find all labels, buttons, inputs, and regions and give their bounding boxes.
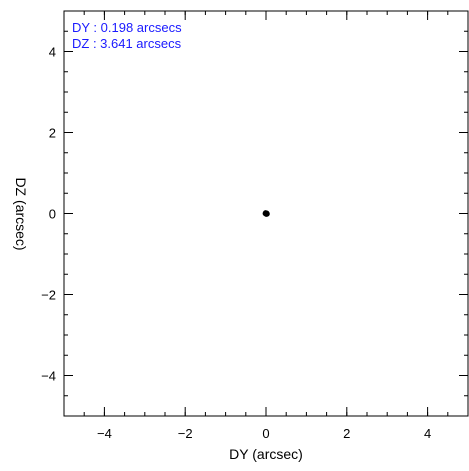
- axis-ticks: [63, 10, 469, 417]
- y-tick-label: −2: [41, 288, 56, 303]
- x-axis-label: DY (arcsec): [229, 446, 303, 462]
- y-tick-label: 0: [49, 207, 56, 222]
- y-tick-label: 4: [49, 45, 56, 60]
- x-tick-label: −2: [178, 426, 193, 441]
- x-tick-label: 0: [262, 426, 269, 441]
- annotation-dy: DY : 0.198 arcsecs: [72, 20, 182, 35]
- x-tick-label: −4: [97, 426, 112, 441]
- y-tick-label: −4: [41, 369, 56, 384]
- data-points: [262, 210, 270, 217]
- axis-tick-labels: −4 −2 0 2 4 −4 −2 0 2 4: [41, 45, 431, 442]
- y-axis-label: DZ (arcsec): [13, 177, 29, 250]
- x-tick-label: 2: [343, 426, 350, 441]
- annotation-dz: DZ : 3.641 arcsecs: [72, 36, 182, 51]
- x-tick-label: 4: [424, 426, 431, 441]
- data-point: [264, 211, 270, 217]
- y-tick-label: 2: [49, 126, 56, 141]
